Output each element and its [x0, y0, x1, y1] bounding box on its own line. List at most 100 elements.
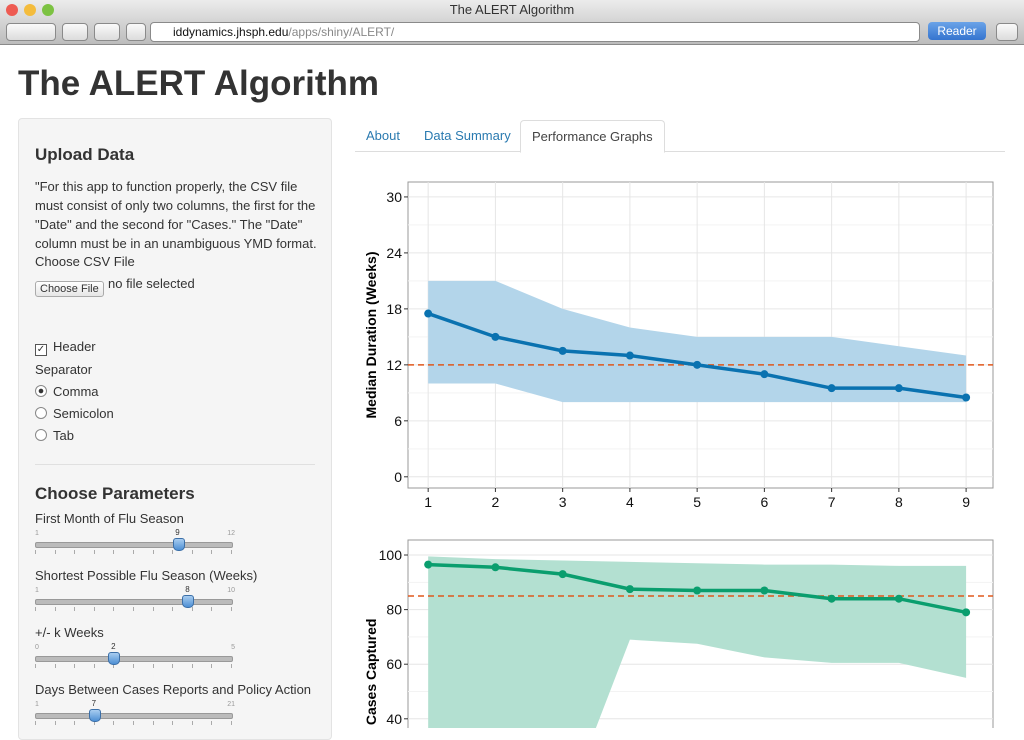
window-title: The ALERT Algorithm: [449, 2, 575, 17]
file-button[interactable]: Choose File: [35, 281, 104, 297]
plot-panel: [407, 181, 994, 489]
address-bar[interactable]: iddynamics.jhsph.edu/apps/shiny/ALERT/: [150, 22, 920, 42]
slider-tick: [191, 721, 193, 725]
slider-tick: [133, 664, 134, 668]
header-option[interactable]: ✓ Header: [35, 339, 96, 356]
slider-tick: [172, 721, 174, 725]
slider-tick: [152, 664, 154, 668]
y-tick-label: 40: [386, 711, 402, 727]
data-point: [962, 608, 971, 617]
slider-tick: [231, 721, 232, 725]
back-forward[interactable]: [6, 23, 56, 41]
instructions: "For this app to function properly, the …: [35, 179, 317, 251]
slider-handle[interactable]: [182, 595, 195, 608]
radio-label: Comma: [53, 384, 99, 399]
plot-panel: [407, 539, 994, 728]
tab[interactable]: Performance Graphs: [520, 120, 665, 153]
tab[interactable]: About: [366, 128, 400, 143]
slider-track: [35, 542, 233, 548]
radio-option[interactable]: Tab: [35, 428, 74, 443]
slider-tick: [133, 550, 134, 554]
slider-tick: [35, 721, 36, 725]
icloud-button[interactable]: [62, 23, 88, 41]
slider-tick: [74, 550, 76, 554]
slider-tick: [211, 664, 213, 668]
radio-label: Semicolon: [53, 406, 114, 421]
slider-value: 9: [175, 528, 180, 537]
slider-min: 1: [35, 530, 39, 537]
data-point: [827, 384, 836, 393]
confidence-band: [428, 556, 967, 728]
data-point: [693, 360, 702, 369]
radio-button[interactable]: [35, 407, 47, 419]
x-tick-label: 7: [828, 494, 836, 510]
slider-tick: [113, 664, 115, 668]
slider-tick: [172, 607, 174, 611]
slider-tick: [191, 550, 193, 554]
y-tick-label: 30: [386, 189, 402, 205]
radio-option[interactable]: Semicolon: [35, 406, 114, 421]
y-axis-label: Median Duration (Weeks): [363, 252, 379, 419]
slider-min: 1: [35, 587, 39, 594]
slider-label: Days Between Cases Reports and Policy Ac…: [35, 682, 312, 697]
slider-tick: [54, 550, 56, 554]
slider-tick: [133, 607, 134, 611]
slider-tick: [152, 550, 154, 554]
y-tick-label: 24: [386, 245, 402, 261]
slider-tick: [231, 607, 232, 611]
slider-handle[interactable]: [108, 652, 121, 665]
close-button[interactable]: [6, 4, 18, 16]
slider-tick: [113, 550, 115, 554]
radio-option[interactable]: Comma: [35, 384, 99, 399]
slider-tick: [93, 550, 95, 554]
slider-tick: [191, 607, 193, 611]
slider-handle[interactable]: [88, 709, 101, 722]
data-point: [760, 370, 769, 379]
y-tick-label: 100: [379, 547, 403, 563]
zoom-button[interactable]: [42, 4, 54, 16]
slider-tick: [133, 721, 134, 725]
slider-tick: [35, 550, 36, 554]
slider-label: +/- k Weeks: [35, 625, 104, 640]
slider-value: 2: [111, 642, 116, 651]
radio-button[interactable]: [35, 385, 47, 397]
radio-button[interactable]: [35, 429, 47, 441]
y-tick-label: 80: [386, 602, 402, 618]
data-point: [558, 570, 567, 579]
confidence-band: [428, 280, 967, 403]
new-tab-button[interactable]: [126, 23, 146, 41]
downloads-button[interactable]: [996, 23, 1018, 41]
slider-tick: [93, 721, 95, 725]
data-line: [428, 562, 967, 615]
slider-label: Shortest Possible Flu Season (Weeks): [35, 568, 258, 583]
title-bar: The ALERT Algorithm: [0, 0, 1024, 20]
slider-tick: [211, 607, 213, 611]
slider-tick: [54, 721, 56, 725]
data-point: [962, 393, 971, 402]
slider-tick: [54, 664, 56, 668]
reader-button[interactable]: Reader: [928, 22, 986, 40]
slider-tick: [74, 721, 76, 725]
slider-handle[interactable]: [172, 538, 185, 551]
data-point: [894, 594, 903, 603]
data-point: [424, 309, 433, 318]
y-axis-label: % Cases Captured: [363, 619, 379, 728]
section-heading: Upload Data: [35, 145, 135, 164]
slider-tick: [231, 550, 232, 554]
data-line: [427, 311, 967, 400]
x-tick-label: 4: [626, 494, 634, 510]
slider-tick: [35, 607, 36, 611]
slider-value: 8: [185, 585, 190, 594]
slider-max: 21: [227, 701, 235, 708]
slider-tick: [74, 607, 76, 611]
share-button[interactable]: [94, 23, 120, 41]
tab[interactable]: Data Summary: [424, 128, 511, 143]
minimize-button[interactable]: [24, 4, 36, 16]
slider-min: 1: [35, 701, 39, 708]
data-point: [424, 560, 433, 569]
slider-tick: [93, 607, 95, 611]
slider-tick: [113, 721, 115, 725]
x-tick-label: 9: [962, 494, 970, 510]
